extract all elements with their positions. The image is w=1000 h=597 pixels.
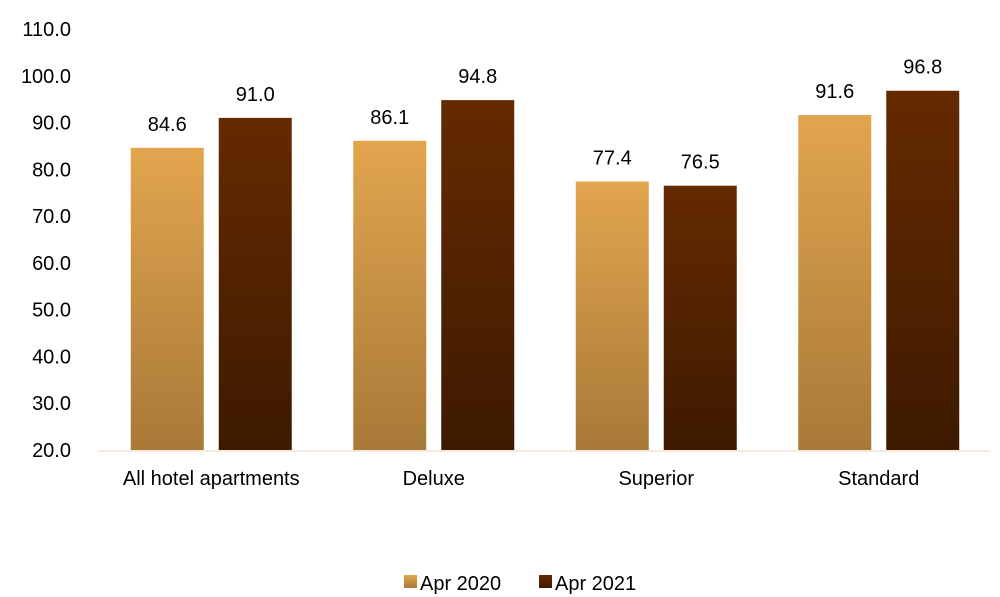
y-axis: 20.0 30.0 40.0 50.0 60.0 70.0 80.0 90.0 100.0 110… [21,19,71,462]
x-tick-label: Deluxe [403,468,465,490]
bar-apr-2020 [798,115,872,451]
x-tick-label: Standard [838,468,919,490]
y-tick-label: 110.0 [22,19,71,41]
y-tick-label: 90.0 [32,113,71,135]
x-tick-label: Superior [618,468,694,490]
y-tick-label: 40.0 [32,346,71,368]
y-tick-label: 50.0 [32,300,71,322]
legend-swatch [404,575,417,588]
bar-apr-2021 [441,100,515,450]
bar-apr-2020 [353,140,427,450]
data-labels: 84.6 91.0 86.1 94.8 77.4 76.5 91.6 96.8 [148,57,942,174]
bar-apr-2020 [575,181,649,451]
data-label: 77.4 [593,147,632,169]
y-tick-label: 80.0 [32,159,71,181]
bar-apr-2021 [218,117,292,450]
bar-apr-2021 [663,185,737,450]
data-label: 94.8 [458,66,497,88]
y-tick-label: 20.0 [32,440,71,462]
y-tick-label: 70.0 [32,206,71,228]
y-tick-label: 100.0 [21,66,71,88]
data-label: 76.5 [681,152,720,174]
legend-swatch [539,575,552,588]
data-label: 91.0 [236,84,275,106]
data-label: 86.1 [370,107,409,129]
data-label: 96.8 [903,57,942,79]
bar-apr-2021 [886,90,960,450]
data-label: 91.6 [815,81,854,103]
y-tick-label: 60.0 [32,253,71,275]
data-label: 84.6 [148,114,187,136]
legend: Apr 2020 Apr 2021 [404,573,636,595]
bars [130,90,960,451]
x-tick-label: All hotel apartments [123,468,300,490]
legend-label: Apr 2020 [420,573,501,595]
y-tick-label: 30.0 [32,393,71,415]
x-axis: All hotel apartments Deluxe Superior Standa… [123,468,919,490]
legend-label: Apr 2021 [555,573,636,595]
bar-apr-2020 [130,147,204,450]
